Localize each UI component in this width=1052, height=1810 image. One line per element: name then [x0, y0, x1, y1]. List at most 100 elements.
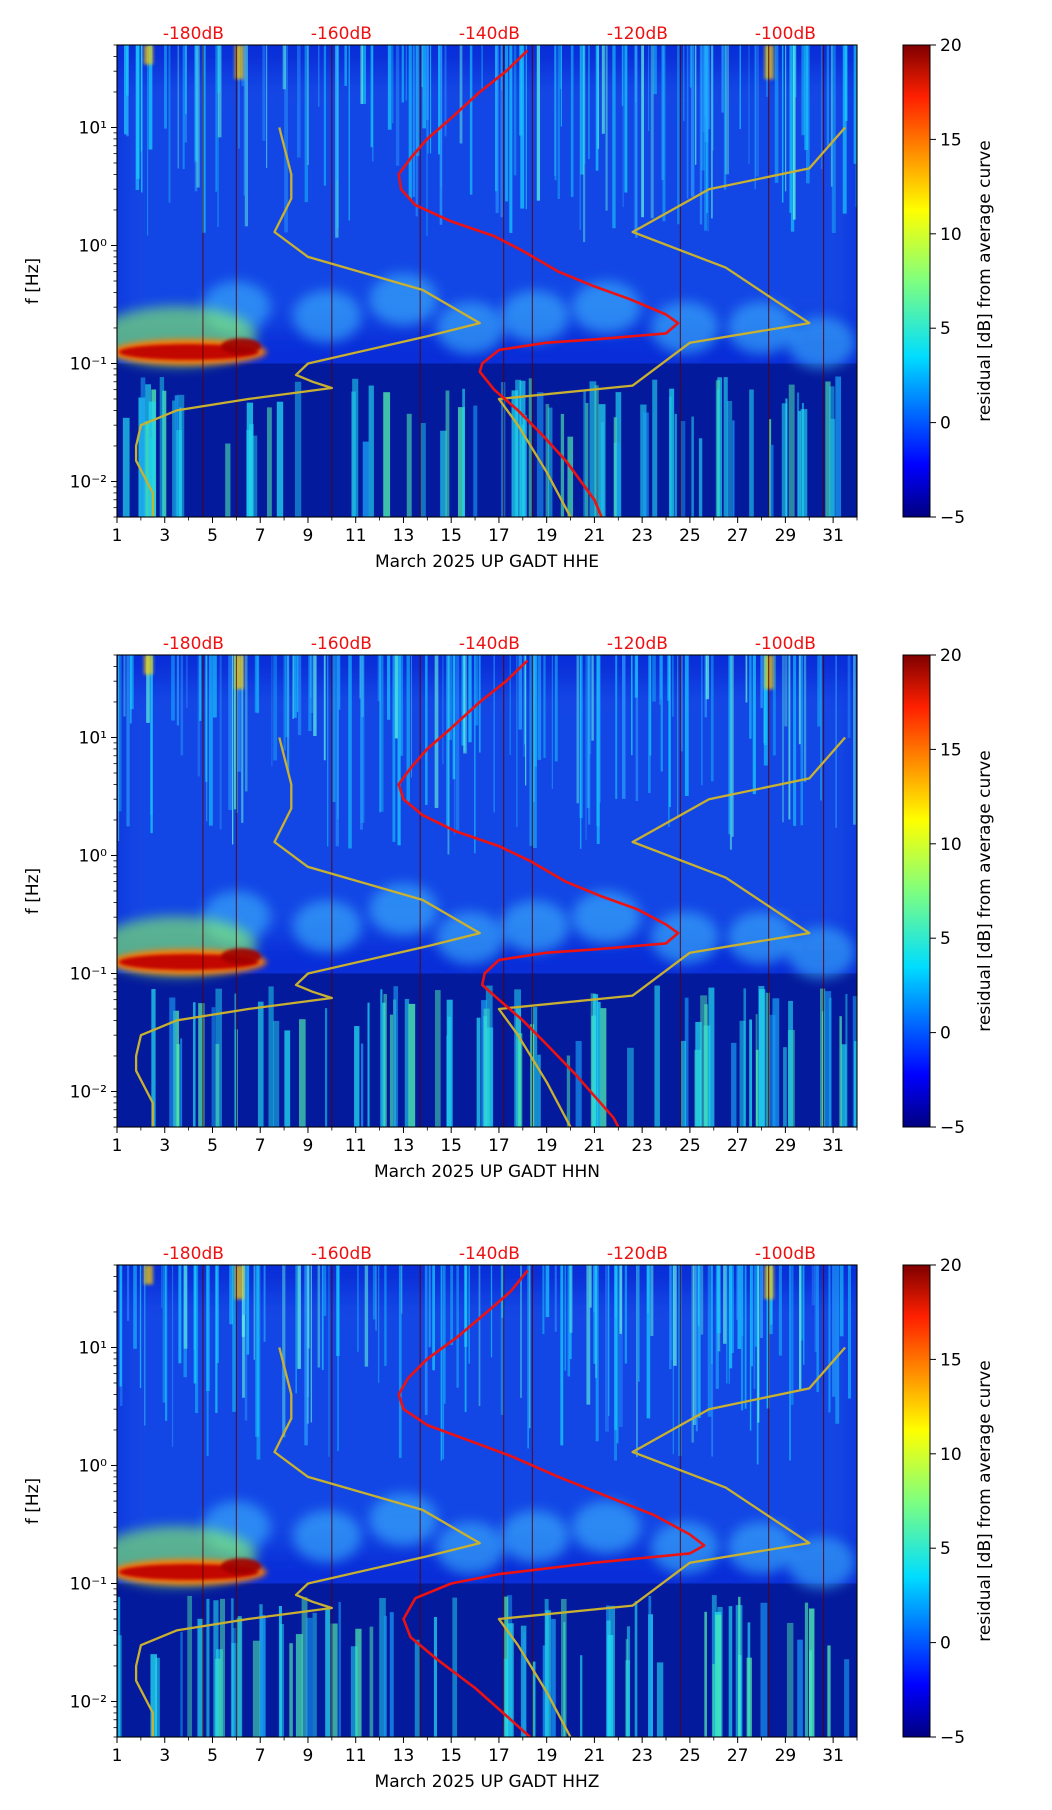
texture [760, 655, 763, 708]
texture [155, 1657, 160, 1737]
texture [415, 45, 418, 217]
y-axis-label: f [Hz] [23, 1478, 43, 1524]
texture [493, 655, 495, 813]
colorbar-tick-label: −5 [940, 1728, 965, 1748]
texture [616, 1265, 619, 1444]
texture [798, 1265, 802, 1390]
texture [377, 655, 381, 702]
texture [478, 1265, 481, 1407]
colorbar-tick-label: −5 [940, 508, 965, 528]
texture [580, 45, 584, 175]
texture [583, 389, 586, 517]
texture [516, 655, 518, 827]
texture [501, 1265, 504, 1318]
texture [760, 1602, 768, 1737]
texture [507, 1623, 514, 1737]
x-tick-label: 27 [727, 526, 749, 546]
texture [789, 1265, 791, 1461]
texture [252, 435, 258, 517]
texture [440, 430, 447, 517]
texture [446, 999, 453, 1127]
texture [759, 1265, 764, 1338]
texture [162, 390, 167, 517]
texture [752, 655, 756, 795]
texture [567, 436, 574, 517]
texture [500, 45, 503, 91]
texture [401, 45, 405, 103]
texture [525, 45, 527, 210]
texture [428, 1265, 431, 1348]
texture [667, 655, 670, 701]
texture [420, 423, 426, 517]
texture [668, 655, 671, 808]
texture [261, 1617, 266, 1737]
texture [531, 1007, 538, 1127]
x-tick-label: 27 [727, 1136, 749, 1156]
texture [144, 1265, 154, 1285]
texture [212, 655, 217, 718]
x-tick-label: 19 [536, 1136, 558, 1156]
texture [273, 655, 278, 761]
texture [297, 1265, 301, 1369]
texture [141, 45, 143, 193]
texture [583, 45, 586, 243]
colorbar-tick-label: 20 [940, 1256, 962, 1276]
texture [253, 1265, 255, 1360]
texture [164, 45, 167, 129]
texture [748, 45, 750, 165]
texture [731, 655, 734, 837]
db-scale-label: -160dB [311, 634, 372, 654]
texture [587, 655, 591, 825]
texture [728, 1265, 730, 1384]
db-scale-label: -140dB [459, 24, 520, 44]
texture [307, 45, 309, 166]
texture [755, 45, 759, 177]
texture [830, 45, 833, 187]
texture [635, 45, 638, 238]
texture [306, 1265, 309, 1424]
texture [652, 655, 656, 702]
texture [723, 45, 727, 190]
texture [469, 45, 473, 195]
texture [147, 45, 149, 236]
texture [117, 1583, 857, 1737]
texture [677, 45, 680, 225]
texture [755, 1049, 759, 1127]
texture [635, 655, 639, 801]
db-scale-label: -180dB [163, 1244, 224, 1264]
y-tick-label: 10⁰ [79, 846, 108, 866]
texture [292, 655, 294, 720]
texture [379, 655, 381, 813]
texture [697, 1265, 700, 1326]
y-tick-label: 10⁰ [79, 236, 108, 256]
texture [527, 1265, 529, 1449]
texture [608, 1605, 615, 1737]
texture [588, 45, 590, 160]
texture [804, 45, 809, 151]
texture [589, 381, 597, 517]
texture [256, 655, 260, 714]
texture [824, 991, 832, 1127]
texture [612, 45, 616, 229]
texture [336, 1265, 340, 1356]
texture [468, 655, 472, 743]
colorbar-tick-label: 5 [940, 929, 951, 949]
texture [569, 1265, 573, 1333]
texture [193, 1002, 196, 1127]
texture [515, 379, 522, 517]
texture [475, 655, 479, 726]
texture [194, 1265, 199, 1414]
texture [162, 1265, 167, 1403]
texture [351, 391, 356, 517]
texture [560, 413, 565, 517]
colorbar: 20 15 10 5 0 −5 residual [dB] from average cur… [902, 36, 995, 528]
texture [799, 1265, 804, 1341]
y-tick-label: 10⁻¹ [70, 354, 107, 374]
texture [509, 655, 511, 756]
spectrogram-area [117, 1265, 857, 1737]
texture [827, 1645, 831, 1737]
texture [500, 900, 569, 953]
texture [325, 1608, 331, 1737]
texture [835, 376, 842, 517]
texture [301, 1597, 308, 1737]
